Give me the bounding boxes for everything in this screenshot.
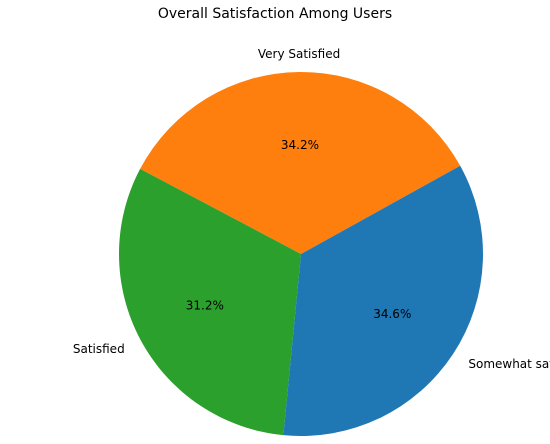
category-label-very-satisfied: Very Satisfied [258,47,340,61]
percent-label-satisfied: 31.2% [186,299,224,313]
category-label-somewhat-satisfied: Somewhat satisfied [468,357,550,371]
chart-title: Overall Satisfaction Among Users [157,6,393,22]
percent-label-somewhat-satisfied: 34.6% [373,307,411,321]
percent-label-very-satisfied: 34.2% [281,138,319,152]
category-label-satisfied: Satisfied [73,342,125,356]
pie-slice-satisfied [119,168,301,436]
pie-slice-very-satisfied [140,71,461,254]
pie-slice-somewhat-satisfied [283,165,484,436]
